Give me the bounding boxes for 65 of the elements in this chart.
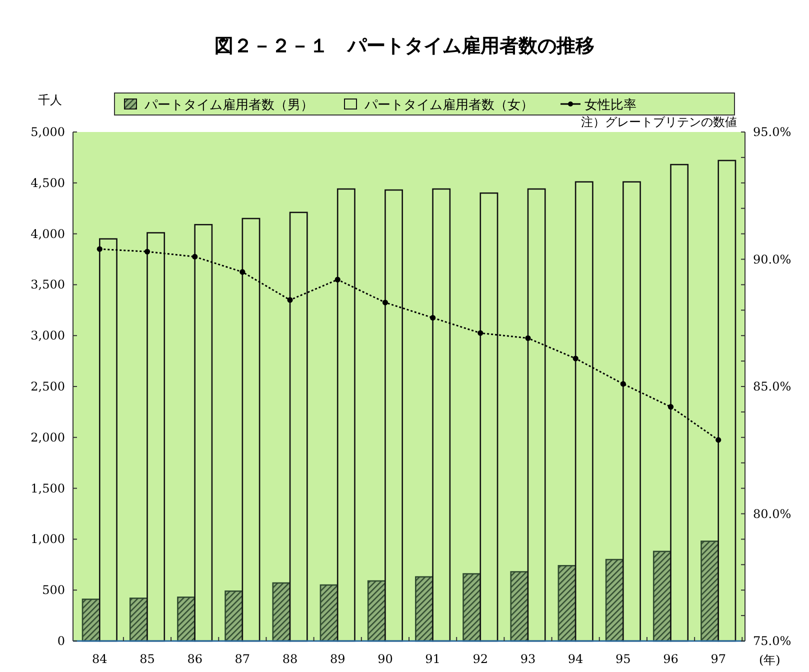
bar [177,596,196,642]
x-tick-label: 96 [663,652,678,666]
legend-label: パートタイム雇用者数（男） [144,97,314,113]
x-tick-label: 91 [425,652,440,666]
y-tick-label: 500 [42,583,65,598]
x-tick-label: 93 [520,652,536,666]
bar [605,558,624,642]
y2-tick-label: 85.0% [753,380,792,394]
point [192,254,198,260]
y-tick-label: 2,500 [30,380,65,394]
chart-title: 図２－２－１ パートタイム雇用者数の推移 [214,35,594,57]
legend-label: パートタイム雇用者数（女） [364,97,534,113]
point [716,437,722,443]
y-tick-label: 4,000 [30,226,65,241]
y2-tick-label: 95.0% [753,125,792,139]
y-tick-label: 4,500 [30,176,65,190]
bar [700,540,719,642]
point [96,246,102,252]
point [382,300,388,306]
y-tick-label: 1,000 [30,532,65,546]
text: 注）グレートブリテンの数値 [581,115,737,129]
x-tick-label: 97 [710,652,726,666]
point [240,269,246,275]
point [525,335,531,341]
x-tick-label: 87 [234,652,250,666]
y-axis-title: 千人 [38,93,62,107]
point [668,404,674,410]
point [430,314,436,321]
x-tick-label: 92 [472,652,488,666]
x-tick-label: 84 [92,652,108,666]
y-tick-label: 1,500 [30,481,65,496]
bar [510,571,529,642]
point [287,297,293,303]
point [572,356,578,362]
y-tick-label: 3,000 [30,328,65,343]
point [620,381,626,387]
point [144,248,150,254]
bar [462,573,482,642]
bar [224,590,244,642]
x-tick-label: 88 [282,652,298,666]
legend-label: 女性比率 [584,97,636,113]
x-tick-label: 86 [187,652,202,666]
bar [415,576,434,642]
x-tick-label: 95 [616,652,631,666]
y2-tick-label: 75.0% [753,634,792,648]
y-tick-label: 5,000 [30,125,65,139]
x-tick-label: 94 [568,652,584,666]
bar [272,582,291,642]
x-tick-label: 90 [378,652,393,666]
x-tick-label: 85 [140,652,155,666]
y2-tick-label: 80.0% [753,506,792,521]
y-tick-label: 2,000 [30,430,65,444]
x-tick-label: 89 [330,652,346,666]
y-tick-label: 3,500 [30,278,65,292]
bar [129,598,148,642]
bar [367,580,386,642]
y2-tick-label: 90.0% [753,252,792,266]
y-tick-label: 0 [57,634,65,648]
bar [320,584,338,642]
bar [558,565,576,642]
bar [82,598,100,642]
bar [652,550,672,642]
point [478,330,484,336]
x-axis-title: (年) [759,653,780,667]
point [334,276,340,282]
